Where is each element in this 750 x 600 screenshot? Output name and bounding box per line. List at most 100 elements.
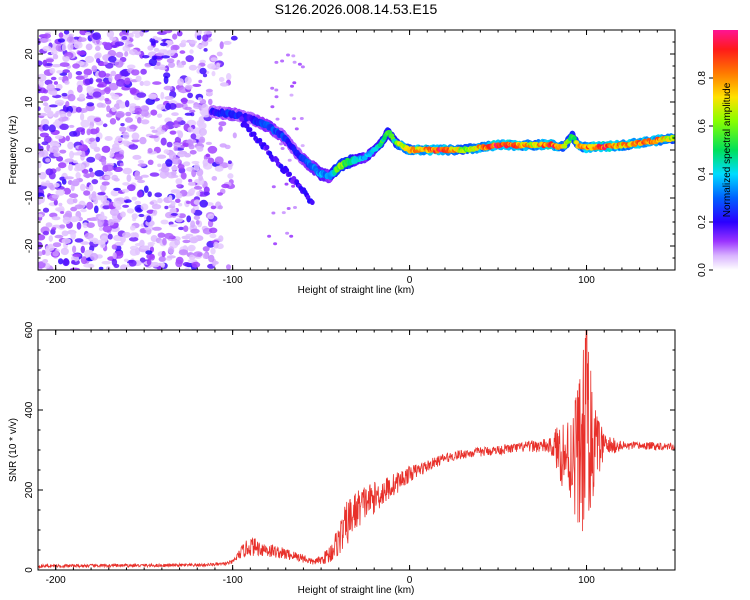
heatmap-noise-cell — [175, 178, 183, 185]
heatmap-noise-cell — [55, 110, 65, 115]
heatmap-noise-cell — [172, 124, 181, 128]
heatmap-noise-cell — [157, 163, 162, 168]
heatmap-noise-cell — [65, 135, 71, 142]
heatmap-noise-cell — [121, 188, 130, 193]
heatmap-noise-cell — [58, 76, 63, 81]
heatmap-noise-cell — [145, 98, 155, 105]
heatmap-noise-cell — [66, 111, 72, 117]
heatmap-noise-cell — [178, 213, 186, 219]
heatmap-noise-cell — [294, 127, 299, 131]
heatmap-noise-cell — [109, 118, 117, 125]
heatmap-noise-cell — [39, 149, 49, 158]
heatmap-noise-cell — [134, 170, 141, 178]
heatmap-noise-cell — [45, 158, 51, 163]
heatmap-noise-cell — [49, 67, 56, 74]
heatmap-noise-cell — [166, 255, 176, 259]
heatmap-noise-cell — [160, 166, 170, 173]
heatmap-noise-cell — [182, 245, 188, 251]
heatmap-noise-cell — [207, 145, 218, 154]
heatmap-noise-cell — [171, 112, 179, 116]
heatmap-noise-cell — [94, 205, 99, 214]
heatmap-noise-cell — [120, 264, 128, 270]
heatmap-noise-cell — [140, 203, 149, 211]
heatmap-noise-cell — [38, 261, 46, 269]
heatmap-noise-cell — [203, 30, 213, 35]
heatmap-noise-cell — [38, 234, 46, 241]
heatmap-noise-cell — [273, 242, 278, 246]
heatmap-noise-cell — [74, 204, 84, 210]
heatmap-noise-cell — [217, 205, 223, 210]
heatmap-noise-cell — [281, 211, 286, 215]
heatmap-noise-cell — [94, 153, 102, 160]
heatmap-noise-cell — [190, 208, 196, 214]
heatmap-noise-cell — [185, 55, 194, 63]
heatmap-noise-cell — [177, 151, 186, 158]
heatmap-noise-cell — [66, 36, 75, 44]
heatmap-noise-cell — [190, 220, 196, 228]
heatmap-noise-cell — [69, 150, 75, 159]
colorbar-tick-label: 0.2 — [697, 215, 708, 229]
heatmap-noise-cell — [71, 180, 80, 187]
heatmap-noise-cell — [291, 54, 296, 58]
heatmap-noise-cell — [152, 226, 162, 231]
heatmap-noise-cell — [143, 185, 149, 193]
heatmap-noise-cell — [48, 147, 54, 152]
heatmap-noise-cell — [171, 170, 177, 176]
heatmap-noise-cell — [218, 121, 227, 127]
heatmap-noise-cell — [89, 77, 94, 85]
heatmap-noise-cell — [131, 132, 140, 140]
heatmap-noise-cell — [139, 81, 144, 86]
heatmap-noise-cell — [168, 194, 173, 202]
heatmap-noise-cell — [38, 73, 47, 82]
heatmap-noise-cell — [164, 232, 174, 240]
heatmap-noise-cell — [125, 100, 130, 108]
heatmap-noise-cell — [73, 36, 80, 40]
heatmap-noise-cell — [125, 117, 133, 123]
heatmap-noise-cell — [131, 213, 138, 220]
heatmap-noise-cell — [45, 168, 54, 176]
heatmap-noise-cell — [61, 92, 68, 97]
heatmap-noise-cell — [153, 47, 160, 53]
heatmap-noise-cell — [151, 55, 158, 61]
heatmap-noise-cell — [193, 209, 203, 216]
heatmap-noise-cell — [85, 32, 92, 36]
heatmap-noise-cell — [58, 162, 67, 169]
heatmap-noise-cell — [55, 135, 64, 140]
heatmap-noise-cell — [149, 172, 160, 177]
heatmap-noise-cell — [98, 70, 107, 78]
heatmap-noise-cell — [57, 38, 65, 43]
heatmap-noise-cell — [187, 92, 194, 99]
heatmap-noise-cell — [162, 237, 167, 246]
heatmap-noise-cell — [56, 70, 63, 74]
heatmap-noise-cell — [38, 106, 41, 111]
heatmap-noise-cell — [41, 141, 49, 146]
heatmap-noise-cell — [76, 84, 83, 93]
heatmap-noise-cell — [122, 167, 133, 175]
heatmap-noise-cell — [45, 222, 53, 228]
heatmap-frame — [37, 29, 676, 271]
colorbar-gradient — [713, 30, 738, 270]
heatmap-noise-cell — [115, 111, 125, 118]
heatmap-noise-cell — [76, 127, 85, 132]
heatmap-noise-cell — [108, 56, 117, 63]
heatmap-noise-cell — [205, 153, 211, 158]
heatmap-noise-cell — [38, 112, 48, 117]
heatmap-noise-cell — [210, 57, 218, 62]
x-tick-label: -100 — [223, 275, 243, 286]
heatmap-noise-cell — [122, 231, 131, 238]
heatmap-noise-cell — [126, 208, 135, 214]
heatmap-noise-cell — [111, 45, 118, 48]
heatmap-noise-cell — [285, 231, 290, 235]
heatmap-noise-cell — [95, 136, 101, 142]
heatmap-noise-cell — [59, 123, 69, 130]
heatmap-noise-cell — [124, 51, 129, 57]
heatmap-noise-cell — [86, 86, 95, 91]
heatmap-noise-cell — [112, 200, 122, 208]
heatmap-noise-cell — [83, 68, 93, 76]
heatmap-noise-cell — [102, 200, 110, 206]
heatmap-noise-cell — [139, 136, 147, 145]
heatmap-noise-cell — [72, 63, 80, 69]
heatmap-noise-cell — [191, 160, 200, 165]
heatmap-noise-cell — [166, 141, 173, 148]
heatmap-ridge-cell — [287, 171, 292, 177]
